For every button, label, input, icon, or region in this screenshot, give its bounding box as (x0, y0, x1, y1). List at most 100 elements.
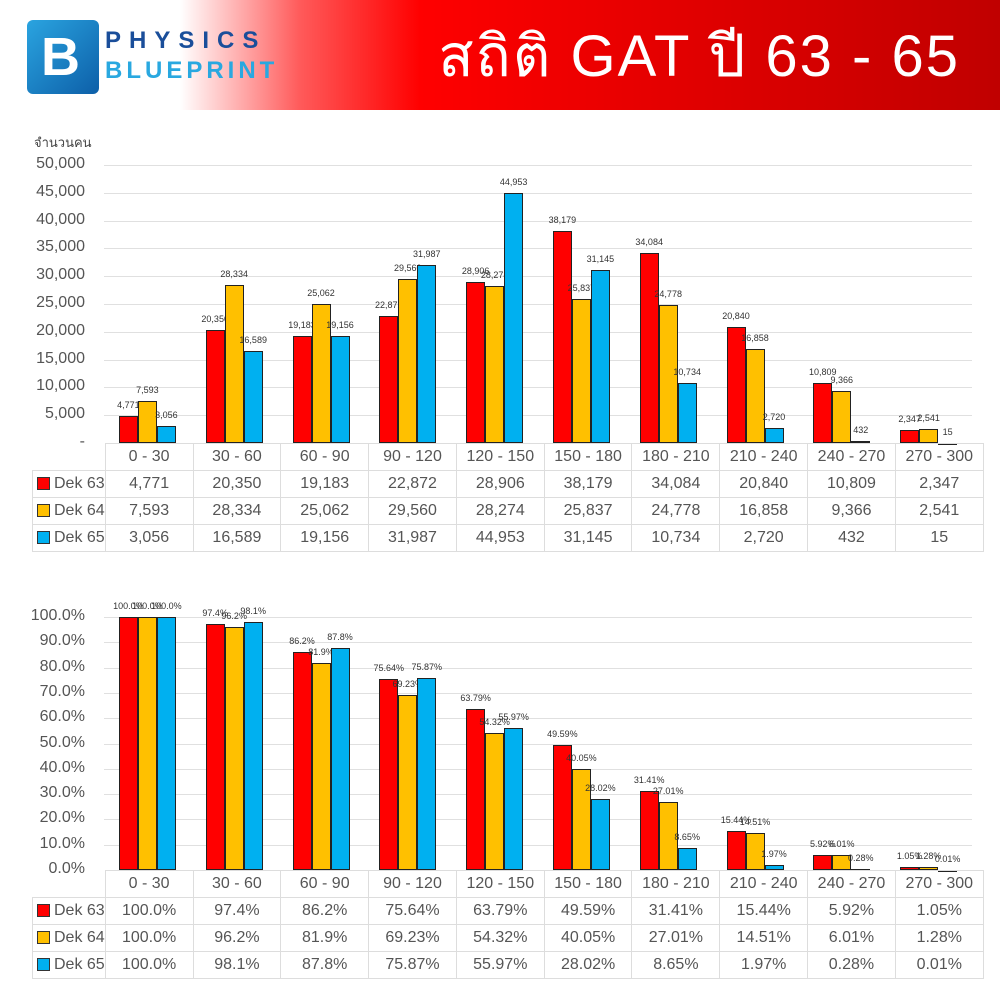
legend-dek-65: Dek 65 (32, 951, 106, 979)
bar-dek-64 (745, 833, 765, 870)
bar-dek-63 (900, 429, 920, 443)
table-cell: 8.65% (631, 951, 721, 979)
bar-dek-65 (677, 848, 697, 870)
y-tick-label: - (79, 433, 85, 450)
gridline (104, 415, 972, 417)
category-label: 270 - 300 (894, 443, 984, 471)
table-cell: 100.0% (104, 951, 194, 979)
gridline (104, 220, 972, 222)
category-label: 60 - 90 (280, 443, 370, 471)
y-tick-label: 50.0% (39, 733, 85, 751)
bar-dek-64 (398, 278, 418, 443)
table-cell: 28.02% (543, 951, 633, 979)
table-cell: 31.41% (631, 897, 721, 925)
legend-swatch-icon (37, 477, 50, 491)
table-cell: 96.2% (192, 924, 282, 952)
legend-dek-64: Dek 64 (32, 924, 106, 952)
y-tick-label: 25,000 (36, 294, 85, 311)
gridline (104, 248, 972, 250)
data-label: 6.01% (829, 838, 855, 849)
bar-dek-63 (466, 282, 486, 443)
y-tick-label: 10.0% (39, 834, 85, 852)
data-label: 19,183 (288, 320, 316, 331)
data-label: 44,953 (499, 177, 528, 188)
table-cell: 55.97% (455, 951, 545, 979)
category-label: 120 - 150 (455, 870, 545, 898)
bar-dek-63 (813, 382, 833, 443)
category-label: 150 - 180 (543, 443, 633, 471)
table-cell: 20,350 (192, 470, 282, 498)
bar-dek-65 (156, 617, 176, 870)
page-title: สถิติ GAT ปี 63 - 65 (438, 24, 960, 89)
data-label: 15.44% (720, 814, 752, 825)
data-label: 432 (853, 424, 869, 435)
y-tick-label: 0.0% (48, 860, 85, 877)
table-cell: 27.01% (631, 924, 721, 952)
table-cell: 432 (807, 524, 896, 552)
y-tick-label: 40,000 (36, 210, 85, 228)
data-label: 96.2% (221, 610, 247, 621)
bar-dek-63 (726, 327, 746, 443)
table-cell: 40.05% (543, 924, 633, 952)
table-cell: 22,872 (368, 470, 457, 498)
gridline (104, 387, 972, 389)
data-label: 1.97% (761, 849, 787, 860)
bar-dek-64 (311, 303, 331, 443)
y-tick-label: 30.0% (39, 784, 85, 802)
y-tick-label: 45,000 (36, 182, 85, 200)
category-label: 90 - 120 (368, 870, 457, 898)
bar-dek-65 (243, 350, 263, 443)
y-tick-label: 100.0% (30, 607, 85, 624)
category-label: 210 - 240 (719, 870, 809, 898)
bar-dek-65 (156, 426, 176, 443)
bar-dek-65 (504, 728, 524, 870)
table-cell: 2,720 (719, 524, 809, 552)
bar-dek-64 (832, 854, 852, 870)
bar-dek-63 (900, 867, 920, 870)
bar-dek-65 (243, 621, 263, 870)
bar-dek-65 (330, 336, 350, 443)
table-row: Dek 65 3,056 16,589 19,156 31,987 44,953 31,14… (32, 524, 984, 552)
data-label: 81.9% (308, 646, 334, 657)
data-label: 9,366 (830, 374, 854, 385)
table-cell: 63.79% (455, 897, 545, 925)
gridline (104, 794, 972, 796)
bar-dek-64 (571, 768, 591, 870)
table-cell: 25,062 (280, 497, 370, 525)
legend-label: Dek 65 (54, 956, 105, 973)
table-row: Dek 64 7,593 28,334 25,062 29,560 28,274 25,83… (32, 497, 984, 525)
data-label: 31,987 (413, 249, 441, 260)
category-label: 30 - 60 (192, 870, 282, 898)
table-header-row: 0 - 30 30 - 60 60 - 90 90 - 120 120 - 150 150… (33, 870, 984, 898)
table-cell: 7,593 (104, 497, 194, 525)
table-cell: 31,145 (543, 524, 633, 552)
data-label: 28,334 (220, 269, 248, 280)
data-label: 86.2% (289, 635, 315, 646)
data-label: 55.97% (498, 712, 529, 723)
bar-dek-64 (919, 428, 939, 443)
table-cell: 54.32% (455, 924, 545, 952)
category-label: 0 - 30 (104, 443, 194, 471)
table-row: Dek 65 100.0% 98.1% 87.8% 75.87% 55.97% 28.02%… (32, 951, 984, 979)
y-tick-label: 50,000 (36, 155, 85, 172)
legend-label: Dek 63 (54, 475, 105, 492)
table-cell: 2,347 (894, 470, 984, 498)
bar-dek-65 (330, 647, 350, 870)
data-label: 20,350 (201, 313, 229, 324)
bar-dek-63 (118, 617, 138, 870)
data-label: 75.87% (411, 662, 443, 673)
table-cell: 25,837 (543, 497, 633, 525)
bar-dek-63 (292, 651, 312, 870)
y-tick-label: 60.0% (39, 708, 85, 726)
data-label: 0.28% (848, 853, 874, 864)
table-cell: 15 (894, 524, 984, 552)
table-cell: 16,589 (192, 524, 282, 552)
gridline (104, 743, 972, 745)
category-label: 0 - 30 (104, 870, 194, 898)
category-label: 60 - 90 (280, 870, 370, 898)
data-label: 2,347 (898, 413, 921, 424)
bar-dek-65 (504, 193, 524, 443)
table-cell: 19,156 (280, 524, 370, 552)
table-cell: 49.59% (543, 897, 633, 925)
legend-swatch-icon (37, 531, 50, 545)
